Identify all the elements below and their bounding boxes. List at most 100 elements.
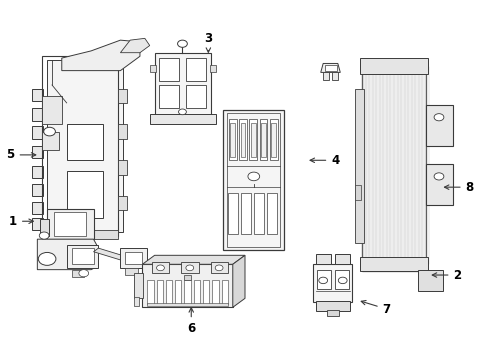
Text: 7: 7 <box>361 301 391 316</box>
Bar <box>241 193 251 234</box>
Circle shape <box>319 277 328 284</box>
Bar <box>211 262 228 273</box>
Bar <box>72 270 84 277</box>
Circle shape <box>38 252 56 265</box>
Bar <box>47 60 123 232</box>
Circle shape <box>79 270 89 277</box>
Bar <box>32 146 43 158</box>
Bar <box>360 257 428 271</box>
Bar <box>147 280 154 304</box>
Bar <box>118 89 127 103</box>
Bar <box>118 196 127 211</box>
Bar <box>143 264 233 307</box>
Circle shape <box>434 114 444 121</box>
Bar <box>194 280 200 304</box>
Bar <box>270 119 278 160</box>
Bar <box>175 280 181 304</box>
Polygon shape <box>121 39 150 53</box>
Bar <box>42 132 59 149</box>
Bar <box>157 280 163 304</box>
Bar <box>150 114 216 125</box>
Bar <box>335 270 348 289</box>
Text: 8: 8 <box>444 181 474 194</box>
Bar <box>254 193 264 234</box>
Bar <box>166 280 172 304</box>
Bar <box>230 123 235 157</box>
Polygon shape <box>37 239 98 270</box>
Bar <box>260 119 268 160</box>
Bar <box>32 166 43 178</box>
Bar <box>227 113 280 247</box>
Polygon shape <box>94 248 128 261</box>
Bar <box>355 89 364 243</box>
Bar <box>316 254 331 264</box>
Bar <box>221 280 228 304</box>
Bar <box>325 65 337 71</box>
Circle shape <box>177 40 187 47</box>
Bar <box>184 280 191 304</box>
Bar <box>223 110 284 250</box>
Bar <box>32 202 43 214</box>
Bar <box>355 185 361 200</box>
Circle shape <box>215 265 223 271</box>
Bar <box>125 268 138 275</box>
Bar <box>159 85 179 108</box>
Polygon shape <box>321 63 340 72</box>
Circle shape <box>178 109 186 115</box>
Circle shape <box>44 127 55 136</box>
Bar <box>40 220 49 235</box>
Bar <box>32 108 43 121</box>
Bar <box>212 280 219 304</box>
Bar <box>118 160 127 175</box>
Bar <box>316 301 350 311</box>
Bar <box>210 65 216 72</box>
Bar <box>203 280 209 304</box>
Bar <box>271 123 276 157</box>
Polygon shape <box>143 255 245 264</box>
Polygon shape <box>233 255 245 307</box>
Polygon shape <box>62 40 140 71</box>
Bar <box>318 270 331 289</box>
Bar <box>32 218 43 230</box>
Bar <box>327 310 339 316</box>
Bar <box>67 244 98 268</box>
Text: 6: 6 <box>187 308 196 335</box>
Bar <box>42 56 118 235</box>
Bar <box>32 126 43 139</box>
Bar <box>186 85 206 108</box>
Bar <box>228 193 238 234</box>
Bar <box>150 65 156 72</box>
Text: 3: 3 <box>204 32 213 52</box>
Bar <box>418 270 443 291</box>
Bar <box>54 212 86 235</box>
Bar <box>67 171 103 218</box>
Bar <box>362 60 426 271</box>
Bar <box>155 53 211 116</box>
Bar <box>239 119 247 160</box>
Circle shape <box>248 172 260 181</box>
Bar <box>32 89 43 101</box>
Circle shape <box>39 232 49 239</box>
Bar <box>261 123 266 157</box>
Bar <box>360 58 428 74</box>
Bar <box>152 262 169 273</box>
Text: 1: 1 <box>9 215 33 228</box>
Bar <box>134 273 144 298</box>
Bar <box>42 96 62 125</box>
Circle shape <box>338 277 347 284</box>
Bar <box>335 254 350 264</box>
Text: 2: 2 <box>432 269 462 282</box>
Bar <box>229 119 237 160</box>
Circle shape <box>157 265 164 271</box>
Bar <box>268 193 277 234</box>
Circle shape <box>434 173 444 180</box>
Circle shape <box>186 265 194 271</box>
Bar <box>32 184 43 196</box>
Bar <box>159 58 179 81</box>
Bar <box>42 237 81 244</box>
Bar <box>186 58 206 81</box>
Bar <box>241 123 245 157</box>
Bar <box>181 262 198 273</box>
Bar <box>67 125 103 160</box>
Bar <box>426 105 453 146</box>
